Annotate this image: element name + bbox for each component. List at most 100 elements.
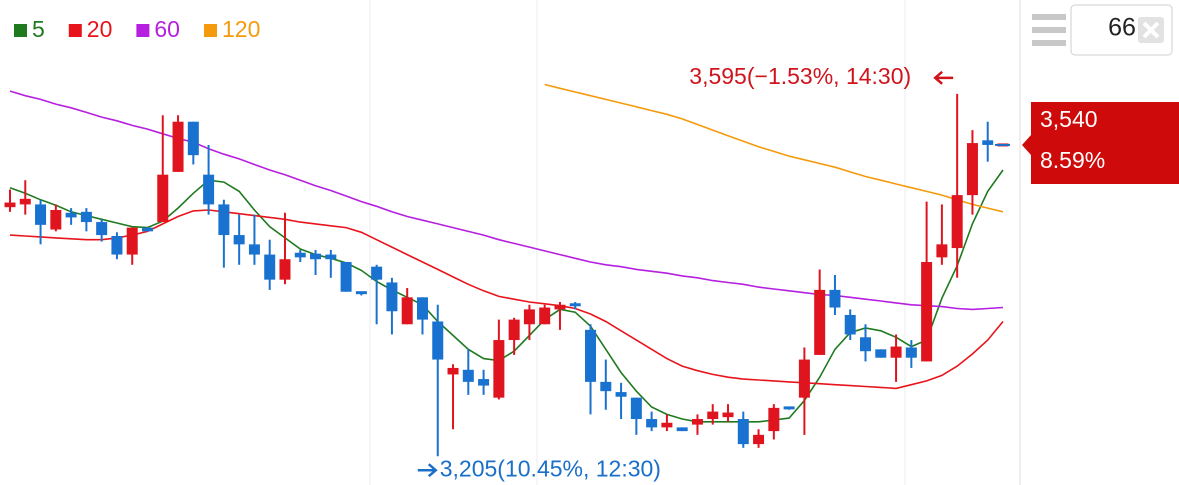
candle: [416, 297, 428, 335]
body: [600, 381, 612, 392]
body: [829, 289, 841, 308]
candle: [569, 301, 581, 310]
annotation-arrow: [933, 70, 954, 85]
candle: [355, 291, 367, 296]
candle: [691, 414, 703, 435]
body: [203, 174, 215, 205]
candle: [600, 359, 612, 410]
body: [844, 314, 856, 335]
candle: [875, 349, 887, 358]
body: [615, 392, 627, 397]
legend: 5 20 60 120: [14, 16, 260, 42]
candle: [493, 319, 505, 400]
count-value: 66: [1108, 14, 1136, 42]
body: [890, 346, 902, 358]
candle: [722, 404, 734, 422]
candle: [248, 214, 260, 265]
body: [508, 319, 520, 341]
price-tag-box: [1022, 101, 1179, 184]
candle: [523, 304, 535, 341]
body: [355, 291, 367, 295]
candle: [218, 199, 230, 268]
body: [432, 321, 444, 360]
body: [707, 411, 719, 420]
candle: [768, 404, 780, 440]
body: [630, 397, 642, 420]
candle: [80, 208, 92, 232]
candle: [4, 189, 16, 212]
body: [966, 143, 978, 196]
body: [951, 195, 963, 249]
menu-bar: [1032, 27, 1066, 33]
candle: [172, 115, 184, 172]
candle: [798, 347, 810, 435]
menu-bar: [1032, 40, 1066, 46]
candle: [936, 204, 948, 265]
body: [905, 347, 917, 358]
body: [798, 359, 810, 398]
menu-bar: [1032, 14, 1066, 20]
legend-label: 120: [222, 16, 260, 42]
body: [523, 309, 535, 325]
legend-swatch: [136, 24, 150, 37]
annotation: 3,595(−1.53%, 14:30): [689, 63, 911, 89]
body: [401, 297, 413, 325]
menu-icon[interactable]: [1032, 14, 1066, 46]
candle: [951, 93, 963, 278]
body: [982, 140, 994, 145]
candle: [401, 288, 413, 325]
legend-label: 20: [87, 16, 113, 42]
candle: [462, 349, 474, 395]
body: [35, 204, 47, 225]
body: [96, 222, 108, 236]
body: [233, 235, 245, 245]
candle: [65, 208, 77, 225]
candle: [310, 249, 322, 276]
candle: [478, 369, 490, 395]
candle: [50, 204, 62, 232]
body: [936, 244, 948, 258]
candle: [814, 269, 826, 355]
body: [279, 259, 291, 280]
annotation-arrow: [417, 463, 438, 478]
legend-swatch: [68, 24, 82, 37]
candle: [340, 262, 352, 292]
candle: [432, 304, 444, 457]
candle: [386, 277, 398, 335]
candle: [585, 324, 597, 415]
body: [294, 252, 306, 258]
candle: [860, 324, 872, 362]
body: [569, 303, 581, 307]
body: [661, 422, 673, 428]
clear-icon: [1142, 21, 1160, 39]
candle: [279, 212, 291, 285]
legend-swatch: [14, 24, 27, 37]
candle: [508, 317, 520, 355]
ma-line: [9, 169, 1004, 423]
body: [447, 367, 459, 375]
body: [753, 434, 765, 445]
candle: [447, 364, 459, 430]
candle: [539, 304, 551, 325]
candle: [233, 214, 245, 265]
body: [646, 419, 658, 428]
body: [126, 227, 138, 255]
candle: [630, 397, 642, 435]
candle: [905, 340, 917, 368]
legend-swatch: [203, 24, 217, 37]
candle: [96, 219, 108, 242]
clear-button[interactable]: [1138, 17, 1164, 43]
candle: [753, 429, 765, 448]
body: [264, 254, 276, 280]
candle: [294, 249, 306, 263]
legend-label: 5: [32, 16, 45, 42]
annotations: 3,595(−1.53%, 14:30) 3,205(10.45%, 12:30): [417, 63, 954, 481]
body: [722, 412, 734, 418]
change: 8.59%: [1040, 147, 1105, 173]
body: [65, 212, 77, 218]
body: [157, 174, 169, 223]
candle: [325, 249, 337, 278]
legend-label: 60: [154, 16, 180, 42]
body: [783, 406, 795, 410]
